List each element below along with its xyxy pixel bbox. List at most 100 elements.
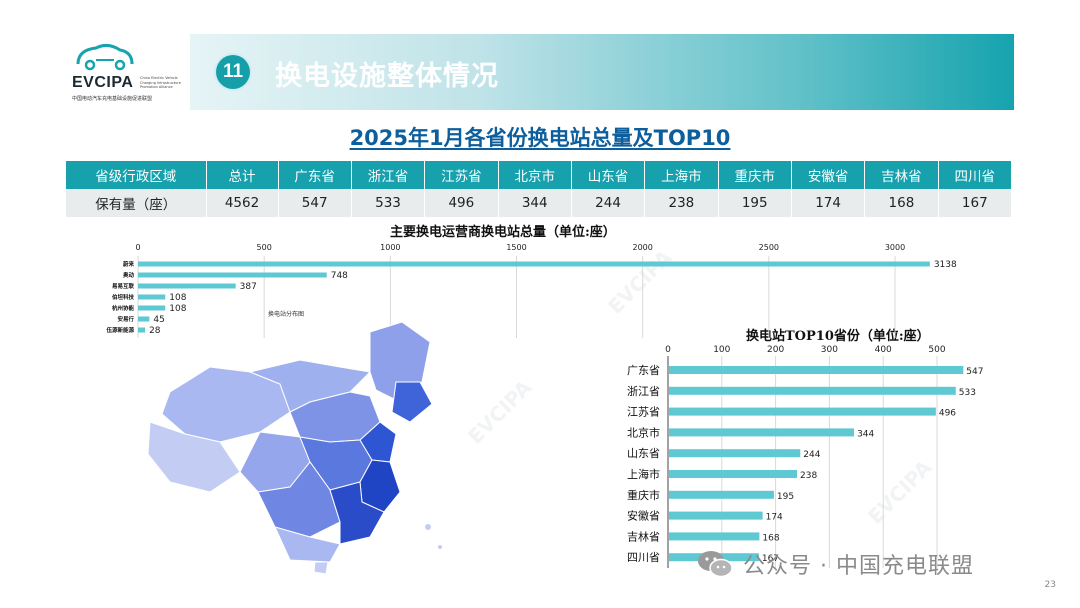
table-cell: 4562 — [206, 189, 279, 217]
evcipa-logo: EVCIPA China Electric Vehicle Charging I… — [68, 40, 188, 108]
data-label: 3138 — [934, 260, 957, 270]
bar — [669, 532, 760, 541]
data-label: 533 — [959, 388, 976, 398]
data-label: 496 — [939, 409, 956, 419]
category-label: 上海市 — [627, 467, 660, 481]
summary-value-row: 保有量（座） 4562 547 533 496 344 244 238 195 … — [66, 189, 1013, 217]
summary-table: 省级行政区域 总计 广东省 浙江省 江苏省 北京市 山东省 上海市 重庆市 安徽… — [66, 161, 1013, 217]
bar — [669, 386, 956, 395]
logo-name: EVCIPA — [72, 74, 134, 91]
x-tick-label: 2500 — [759, 243, 779, 252]
table-cell: 168 — [864, 189, 939, 217]
bar — [669, 470, 798, 478]
data-label: 174 — [766, 513, 783, 523]
x-tick-label: 500 — [257, 243, 272, 252]
table-header-cell: 浙江省 — [351, 161, 426, 189]
data-label: 387 — [240, 282, 257, 292]
x-tick-label: 0 — [665, 345, 671, 355]
table-cell: 238 — [644, 189, 719, 217]
x-tick-label: 1000 — [380, 243, 400, 252]
data-label: 748 — [331, 271, 348, 281]
category-label: 奥动 — [123, 271, 135, 279]
category-label: 重庆市 — [627, 488, 660, 502]
category-label: 伯坦科技 — [112, 293, 135, 301]
bar — [669, 449, 801, 458]
table-header-cell: 山东省 — [571, 161, 646, 189]
table-header-cell: 吉林省 — [864, 161, 939, 189]
category-label: 安易行 — [117, 315, 134, 323]
table-cell: 547 — [278, 189, 352, 217]
table-header-cell: 广东省 — [278, 161, 352, 189]
category-label: 山东省 — [627, 447, 660, 460]
x-tick-label: 0 — [135, 243, 140, 252]
category-label: 吉林省 — [627, 529, 660, 543]
category-label: 蔚来 — [123, 260, 135, 268]
table-header-cell: 重庆市 — [718, 161, 792, 189]
category-label: 浙江省 — [627, 385, 660, 398]
category-label: 江苏省 — [627, 406, 660, 419]
table-header-cell: 总计 — [206, 161, 279, 189]
section-title: 2025年1月各省份换电站总量及TOP10 — [0, 122, 1080, 152]
category-label: 广东省 — [627, 364, 660, 377]
table-cell: 167 — [938, 189, 1013, 217]
x-tick-label: 200 — [767, 345, 784, 355]
bar — [669, 511, 763, 520]
bar — [138, 316, 150, 322]
operator-chart-title: 主要换电运营商换电站总量（单位:座） — [390, 225, 616, 240]
table-cell: 344 — [498, 189, 572, 217]
watermark: EVCIPA — [603, 245, 677, 319]
summary-header-row: 省级行政区域 总计 广东省 浙江省 江苏省 北京市 山东省 上海市 重庆市 安徽… — [66, 161, 1013, 189]
table-cell: 496 — [424, 189, 499, 217]
table-cell: 174 — [791, 189, 866, 217]
bar — [138, 272, 327, 278]
data-label: 108 — [169, 293, 186, 303]
table-cell: 195 — [718, 189, 792, 217]
x-tick-label: 2000 — [632, 243, 652, 252]
data-label: 547 — [966, 367, 983, 377]
x-tick-label: 300 — [821, 345, 838, 355]
x-tick-label: 1500 — [506, 243, 526, 252]
table-cell: 533 — [351, 189, 426, 217]
category-label: 伍源新能源 — [105, 326, 134, 334]
bar — [669, 490, 774, 499]
bar — [138, 261, 930, 267]
data-label: 344 — [857, 429, 874, 439]
table-cell: 244 — [571, 189, 646, 217]
page-number: 23 — [1044, 580, 1056, 590]
wechat-account: 公众号 · 中国充电联盟 — [697, 548, 974, 580]
section-title-text: 2025年1月各省份换电站总量及TOP10 — [349, 126, 731, 150]
x-tick-label: 400 — [875, 345, 892, 355]
map-label: 换电站分布图 — [268, 311, 305, 318]
bar — [138, 283, 236, 289]
watermark: EVCIPA — [463, 375, 537, 449]
province-chart-title: 换电站TOP10省份（单位:座） — [746, 329, 930, 344]
category-label: 易易互联 — [111, 282, 135, 290]
bar — [669, 366, 964, 374]
data-label: 238 — [800, 471, 817, 481]
bar — [138, 305, 166, 311]
x-tick-label: 100 — [713, 345, 730, 355]
china-map-image — [147, 322, 442, 575]
category-label: 杭州协能 — [112, 304, 135, 312]
data-label: 108 — [169, 304, 186, 314]
wechat-account-name: 公众号 · 中国充电联盟 — [743, 554, 974, 579]
logo-chinese-name: 中国电动汽车充电基础设施促进联盟 — [72, 96, 153, 102]
page-title: 换电设施整体情况 — [275, 61, 499, 92]
section-number: 11 — [216, 55, 250, 89]
table-header-cell: 江苏省 — [424, 161, 499, 189]
table-header-cell: 上海市 — [644, 161, 719, 189]
x-tick-label: 500 — [928, 345, 945, 355]
table-header-cell: 四川省 — [938, 161, 1013, 189]
category-label: 四川省 — [627, 551, 660, 564]
logo-english-name: China Electric Vehicle Charging Infrastr… — [140, 76, 181, 89]
data-label: 195 — [777, 492, 794, 502]
header-band — [190, 34, 1014, 110]
bar — [669, 428, 855, 437]
data-label: 244 — [803, 450, 820, 460]
wechat-icon — [698, 551, 733, 578]
x-tick-label: 3000 — [885, 243, 905, 252]
table-header-cell: 省级行政区域 — [66, 161, 207, 189]
data-label: 168 — [762, 533, 779, 543]
category-label: 安徽省 — [627, 509, 660, 523]
watermark: EVCIPA — [863, 455, 937, 529]
